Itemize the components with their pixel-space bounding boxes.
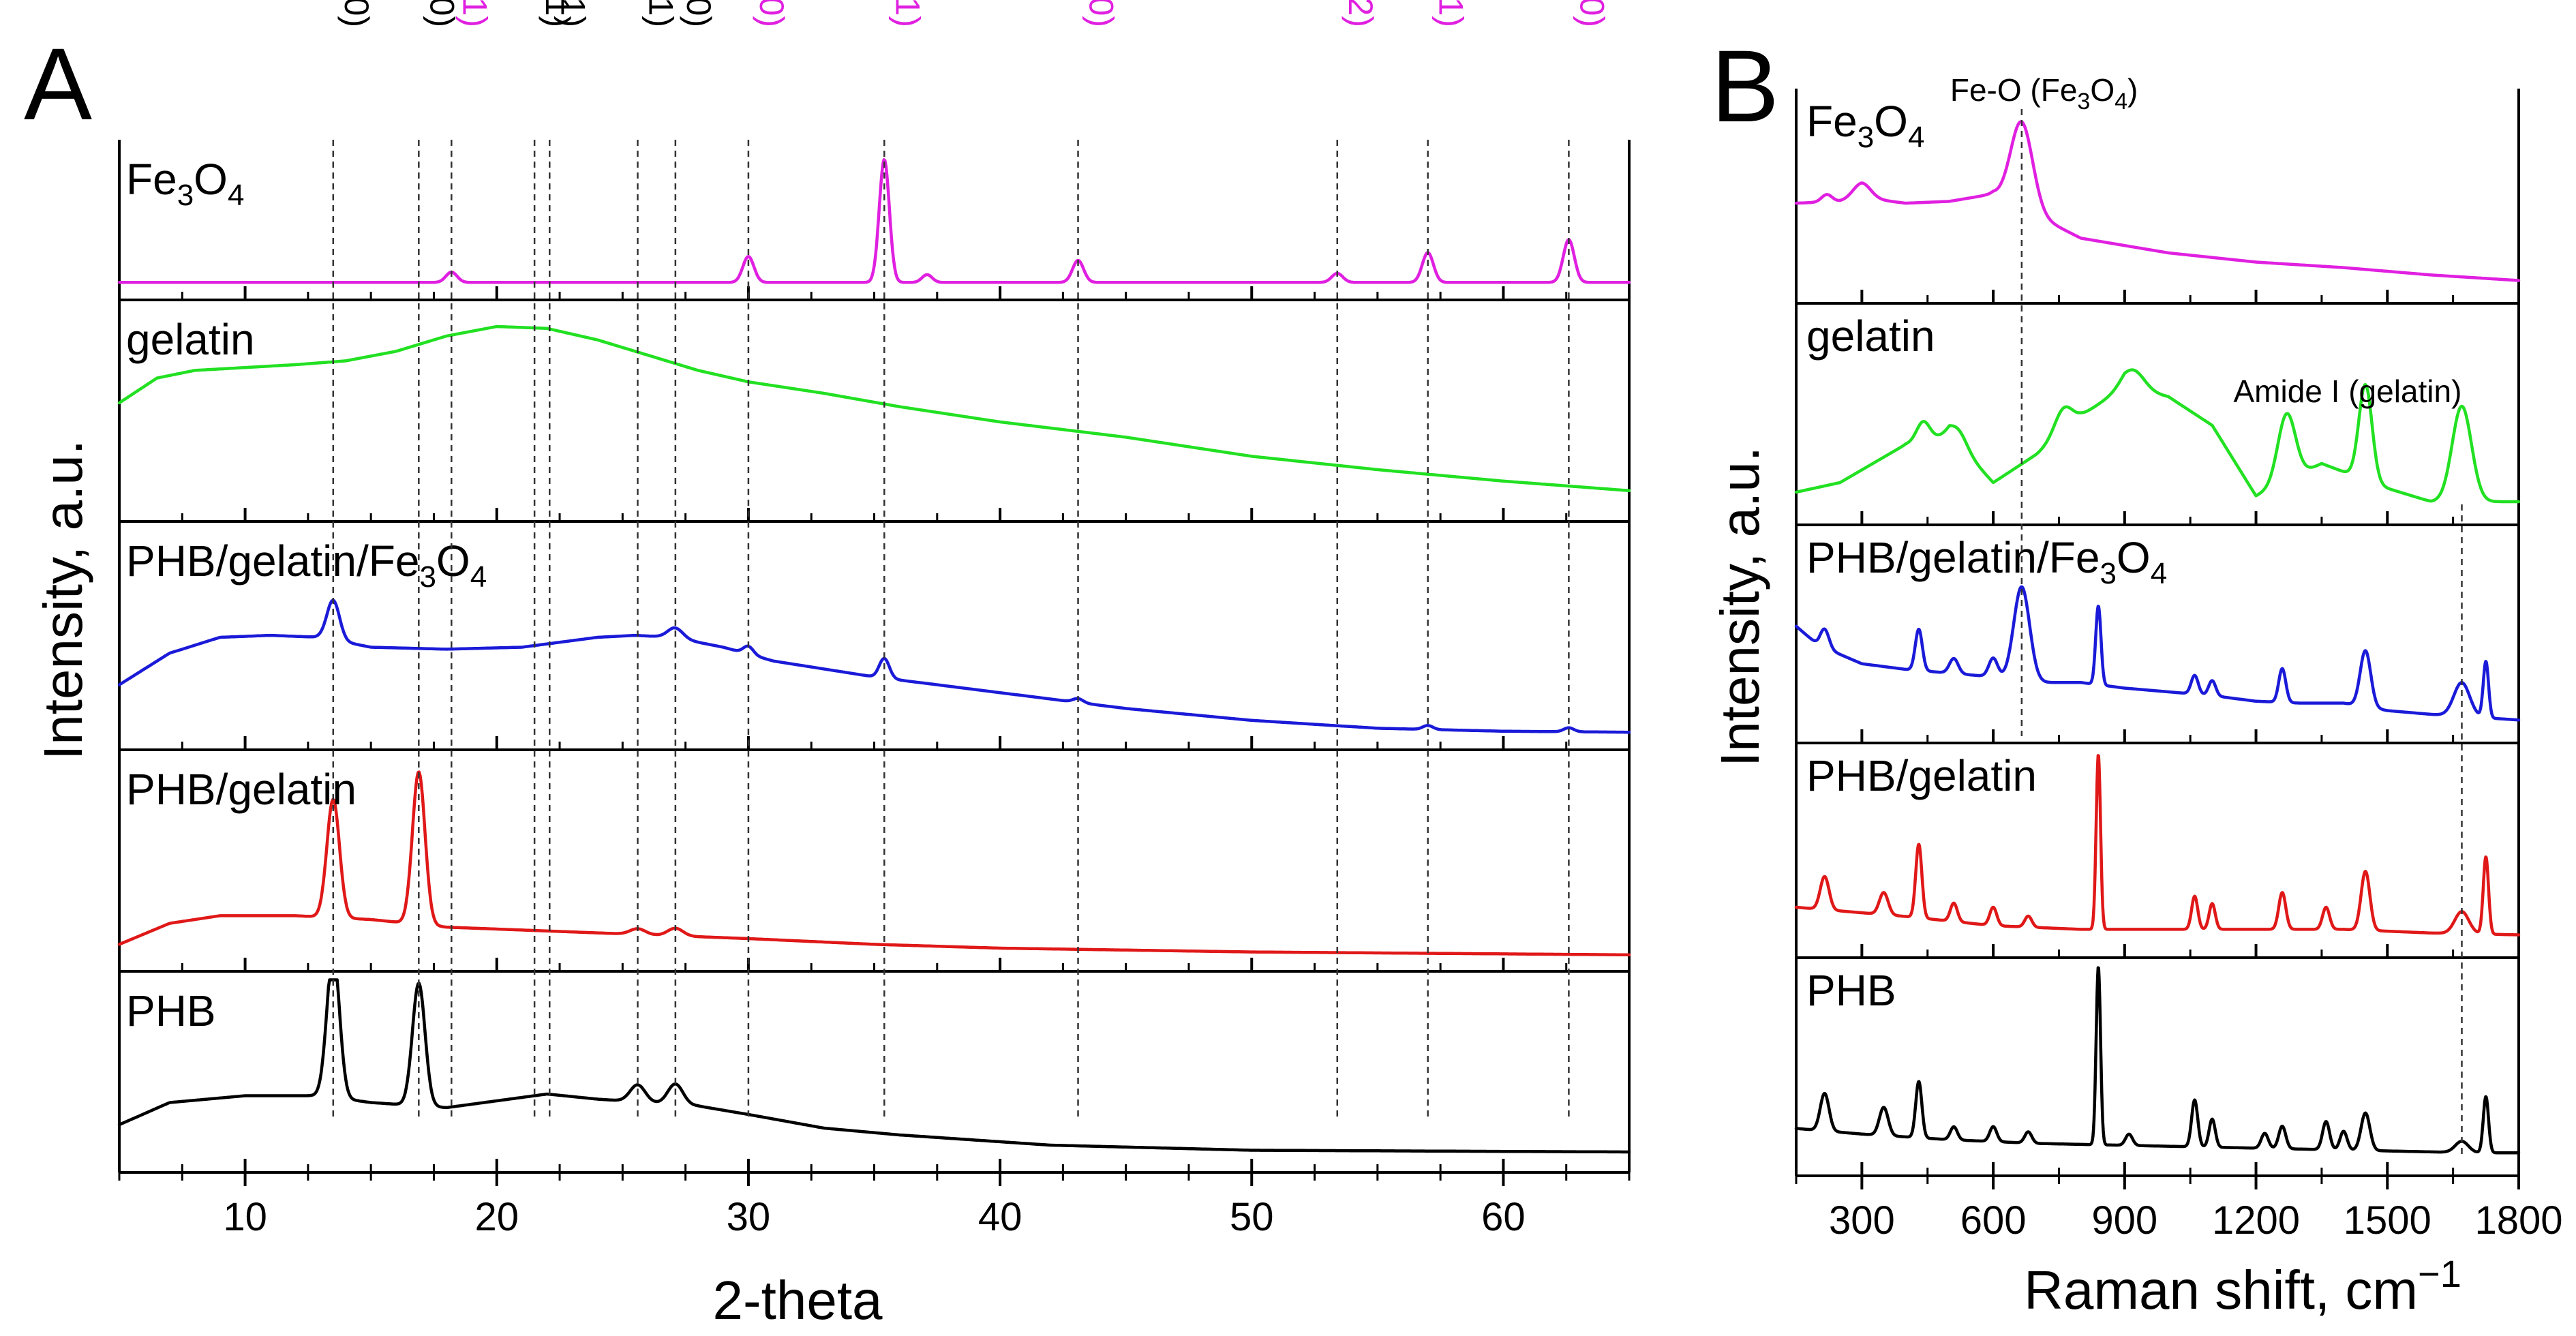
- x-axis-title-b: Raman shift, cm−1: [2024, 1252, 2461, 1320]
- series-line-gelatin: [117, 324, 1631, 493]
- y-axis-title-a: Intensity, a.u.: [33, 440, 93, 760]
- hkl-label-311: (311): [888, 0, 926, 27]
- sample-label-phb-gelatin-fe3o4: PHB/gelatin/Fe3O4: [1806, 533, 2167, 590]
- sample-label-gelatin: gelatin: [126, 315, 255, 364]
- x-tick-label: 30: [727, 1195, 771, 1239]
- annotation-fe-o: Fe-O (Fe3O4): [1950, 72, 2138, 115]
- sample-label-phb-gelatin: PHB/gelatin: [126, 765, 357, 814]
- sample-label-phb-gelatin-fe3o4: PHB/gelatin/Fe3O4: [126, 536, 487, 594]
- x-tick-label: 600: [1960, 1198, 2027, 1243]
- sample-label-phb-gelatin: PHB/gelatin: [1806, 751, 2037, 800]
- x-tick-label: 60: [1481, 1195, 1526, 1239]
- hkl-label-031: (031): [641, 0, 680, 27]
- sample-label-fe3o4: Fe3O4: [1806, 97, 1924, 154]
- series-line-phb-gelatin-fe3o4: [1794, 585, 2521, 722]
- sample-label-phb: PHB: [1806, 966, 1896, 1015]
- sample-label-fe3o4: Fe3O4: [126, 155, 244, 212]
- hkl-label-110: (110): [423, 0, 461, 27]
- hkl-label-220: (220): [753, 0, 791, 27]
- sample-label-phb: PHB: [126, 986, 216, 1035]
- panel-a: 10 20 30 40 50 60 Fe3O4 gelatin PHB/gelatin/Fe3O…: [117, 0, 1631, 1239]
- x-tick-label: 1500: [2344, 1198, 2431, 1243]
- series-line-phb-gelatin: [117, 770, 1631, 957]
- panel-label-a: A: [24, 27, 92, 141]
- series-line-phb: [1794, 966, 2521, 1155]
- x-tick-label: 20: [474, 1195, 519, 1239]
- hkl-label-111: (111): [455, 0, 494, 27]
- hkl-label-111: (111): [554, 0, 592, 27]
- hkl-label-020: (020): [337, 0, 376, 27]
- hkl-label-101: (101): [539, 0, 577, 27]
- hkl-label-440: (440): [1573, 0, 1611, 27]
- series-line-phb-gelatin-fe3o4: [117, 598, 1631, 734]
- y-axis-title-b: Intensity, a.u.: [1710, 446, 1770, 767]
- series-line-phb-gelatin: [1794, 754, 2521, 937]
- series-line-fe3o4: [117, 158, 1631, 284]
- panel-b: 300 600 900 1200 1500 1800 Fe3O4 gelatin PHB/gel…: [1794, 72, 2563, 1243]
- x-axis-title-a: 2-theta: [712, 1270, 883, 1331]
- hkl-label-040: (040): [680, 0, 718, 27]
- x-tick-label: 1200: [2212, 1198, 2300, 1243]
- x-tick-label: 40: [978, 1195, 1022, 1239]
- series-line-gelatin: [1794, 368, 2521, 504]
- sample-label-gelatin: gelatin: [1806, 312, 1935, 361]
- hkl-label-400: (400): [1082, 0, 1121, 27]
- series-line-phb: [117, 978, 1631, 1154]
- series-line-fe3o4: [1794, 120, 2521, 282]
- panel-label-b: B: [1711, 29, 1779, 143]
- annotation-amide-i: Amide I (gelatin): [2233, 374, 2461, 409]
- hkl-label-422: (422): [1342, 0, 1380, 27]
- x-tick-label: 1800: [2474, 1198, 2562, 1243]
- x-tick-label: 10: [223, 1195, 267, 1239]
- x-tick-label: 50: [1230, 1195, 1274, 1239]
- x-tick-label: 300: [1829, 1198, 1895, 1243]
- hkl-label-511: (511): [1432, 0, 1470, 27]
- x-tick-label: 900: [2091, 1198, 2157, 1243]
